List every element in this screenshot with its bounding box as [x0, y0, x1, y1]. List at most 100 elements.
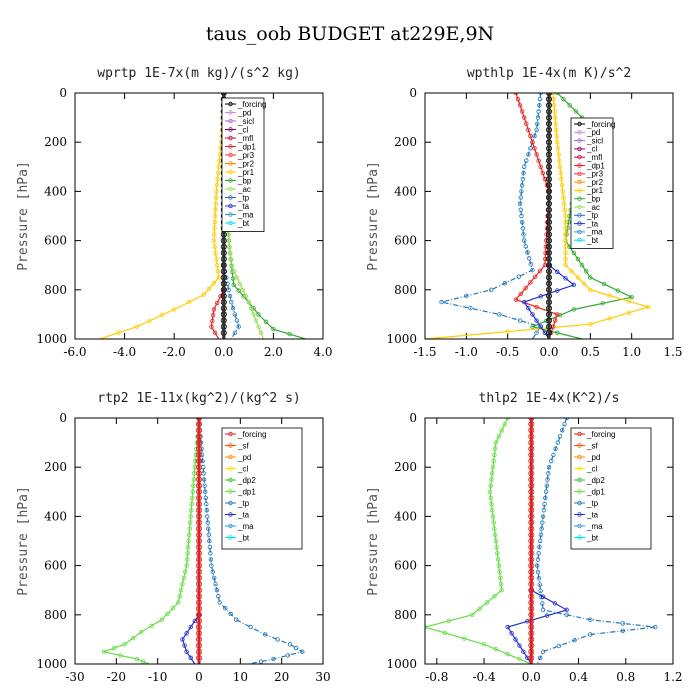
series-marker [202, 483, 207, 488]
series-marker [285, 653, 291, 658]
legend-label: _ta [586, 510, 599, 519]
series-marker [581, 281, 587, 286]
series-marker [193, 458, 198, 464]
series-marker [537, 544, 542, 550]
series-line [425, 93, 651, 339]
series-marker [502, 421, 507, 427]
series-marker [537, 655, 543, 661]
legend-label: _tp [586, 499, 599, 508]
series-marker [489, 477, 494, 482]
series-marker [495, 551, 500, 556]
series-marker [528, 133, 533, 139]
series-marker [211, 232, 217, 237]
panel-3: rtp2 1E-11x(kg^2)/(kg^2 s) Pressure [hPa]… [16, 391, 331, 684]
series-marker [496, 563, 502, 568]
x-tick-label: 2.0 [264, 345, 283, 359]
legend-marker [577, 213, 582, 218]
legend-label: _sicl [237, 117, 254, 126]
series-marker [549, 458, 554, 464]
legend-label: _pr2 [237, 159, 255, 168]
y-tick-label: 0 [409, 86, 417, 100]
series-marker [232, 312, 238, 317]
series-marker [187, 526, 192, 531]
legend-marker [228, 512, 233, 517]
series-marker [488, 495, 493, 501]
series-marker [489, 508, 495, 513]
legend-marker [577, 477, 582, 483]
legend-label: _sf [237, 441, 249, 450]
series-marker [216, 594, 221, 599]
series-marker [213, 207, 218, 213]
legend: _forcing_pd_sicl_cl_mfl_dp1_pr3_pr2_pr1_… [570, 117, 615, 249]
series-marker [517, 201, 523, 206]
series-marker [542, 501, 547, 507]
y-tick-label: 200 [44, 135, 67, 149]
series-marker [138, 629, 144, 635]
series-marker [204, 501, 209, 507]
series-marker [563, 250, 568, 256]
legend-marker [228, 152, 233, 158]
legend-label: _ma [586, 522, 603, 531]
series-marker [446, 618, 451, 624]
series-marker [523, 244, 529, 249]
series-marker [523, 285, 528, 291]
series-marker [553, 121, 558, 126]
series-marker [201, 292, 207, 297]
series-marker [176, 600, 181, 605]
series-marker [185, 544, 191, 550]
y-tick-label: 0 [59, 86, 67, 100]
series-marker [544, 483, 549, 488]
legend-label: _bt [586, 533, 599, 542]
series-marker [216, 164, 222, 169]
legend-label: _pd [586, 453, 600, 462]
series-line [181, 614, 200, 664]
legend-label: _sf [586, 441, 598, 450]
series-marker [620, 621, 626, 626]
series-marker [513, 297, 519, 302]
legend-label: _dp2 [237, 476, 256, 485]
legend-marker [228, 443, 233, 448]
series-line [101, 418, 200, 664]
legend-label: _pr1 [586, 186, 604, 195]
series-marker [188, 520, 193, 525]
series-marker [526, 306, 531, 311]
series-marker [519, 183, 525, 188]
panel-title: rtp2 1E-11x(kg^2)/(kg^2 s) [97, 391, 301, 406]
series-marker [538, 588, 543, 594]
series-marker [185, 551, 190, 556]
series-marker [263, 319, 269, 324]
series-marker [519, 219, 525, 225]
series-marker [229, 263, 234, 268]
legend-marker [577, 138, 582, 143]
legend-label: _pr3 [586, 170, 604, 179]
x-tick-label: -2.0 [163, 345, 186, 359]
series-marker [492, 446, 498, 451]
legend-label: _ma [586, 228, 603, 237]
legend-label: _bt [237, 533, 250, 542]
series-marker [600, 301, 605, 306]
series-marker [528, 262, 534, 267]
legend-label: _dp1 [586, 487, 605, 496]
series-marker [216, 275, 222, 280]
series-marker [513, 637, 518, 642]
series-marker [159, 313, 164, 318]
series-marker [543, 489, 549, 494]
series-marker [534, 330, 539, 336]
x-tick-label: 0 [195, 670, 203, 684]
y-tick-label: 400 [394, 509, 417, 523]
legend-label: _bp [237, 176, 252, 185]
series-marker [532, 146, 537, 151]
series-marker [519, 109, 525, 114]
series-marker [130, 635, 136, 641]
series-marker [538, 324, 543, 329]
series-marker [234, 318, 240, 323]
series-marker [212, 226, 217, 231]
series-marker [253, 318, 259, 323]
legend-marker [577, 535, 582, 540]
series-marker [271, 326, 276, 332]
series-marker [629, 294, 634, 300]
legend-label: _pd [586, 128, 600, 137]
series-marker [526, 127, 531, 133]
legend-label: _forcing [586, 120, 615, 129]
series-marker [528, 280, 533, 285]
